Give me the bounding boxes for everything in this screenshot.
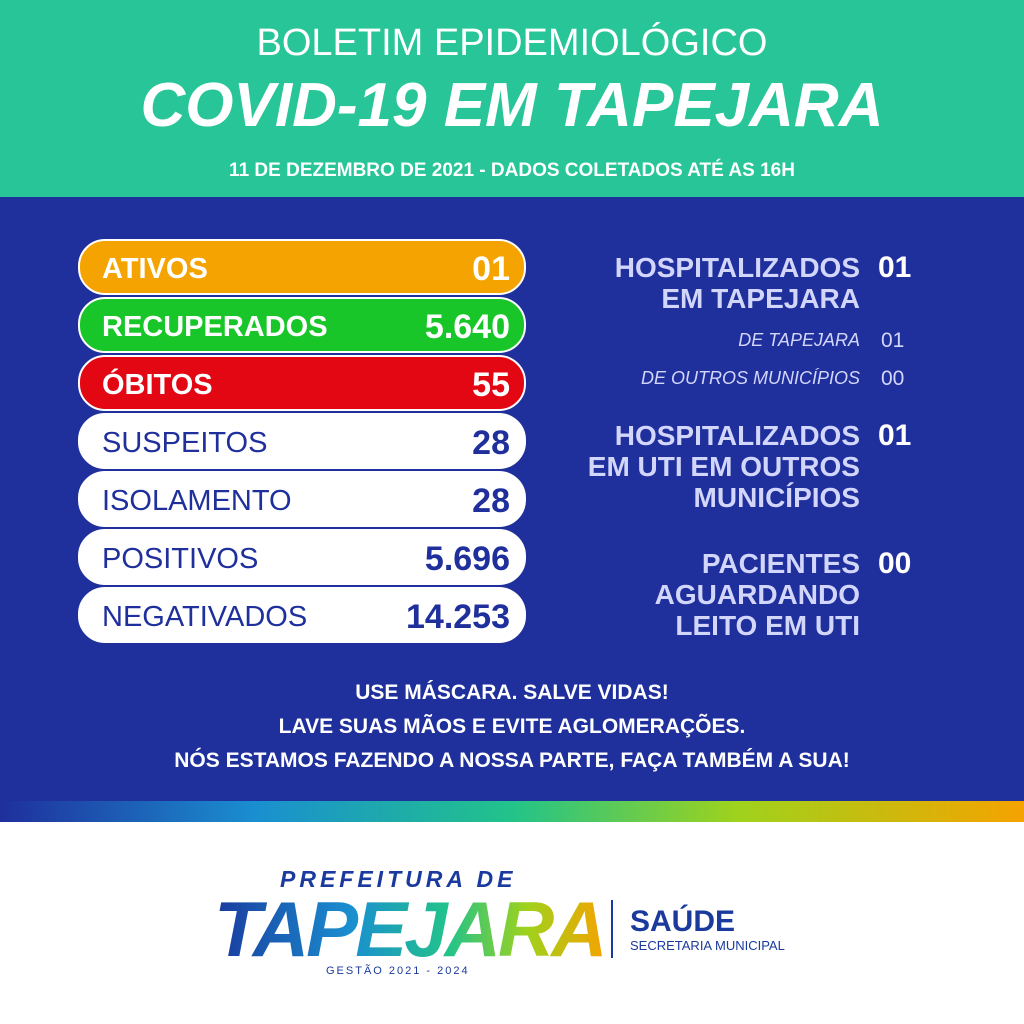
secretaria: SECRETARIA MUNICIPAL	[630, 938, 785, 953]
city-logo: TAPEJARA	[214, 885, 608, 973]
detail-label: DE TAPEJARA	[738, 330, 860, 350]
stat-label: POSITIVOS	[102, 543, 259, 575]
divider	[611, 900, 613, 958]
hospital-label: LEITO EM UTI	[675, 610, 860, 641]
stat-label: RECUPERADOS	[102, 311, 328, 343]
hospital-label: MUNICÍPIOS	[693, 482, 860, 513]
hospital-value: 01	[878, 251, 912, 284]
detail-value: 00	[881, 367, 905, 390]
stat-label: NEGATIVADOS	[102, 601, 308, 633]
stat-pill: ATIVOS 01	[78, 239, 526, 295]
message: NÓS ESTAMOS FAZENDO A NOSSA PARTE, FAÇA …	[174, 749, 850, 772]
stat-value: 28	[472, 482, 510, 520]
stat-label: ISOLAMENTO	[102, 485, 292, 517]
stat-value: 5.696	[424, 540, 510, 578]
hospital-label: HOSPITALIZADOS	[614, 420, 860, 451]
hospital-value: 01	[878, 419, 912, 452]
stat-pill: RECUPERADOS 5.640	[78, 297, 526, 353]
detail-value: 01	[881, 329, 905, 352]
stat-value: 55	[472, 366, 510, 404]
stat-label: ÓBITOS	[102, 369, 213, 401]
stat-pill: POSITIVOS 5.696	[78, 529, 526, 585]
stat-value: 14.253	[406, 598, 510, 636]
gradient-strip	[0, 801, 1024, 822]
kicker: BOLETIM EPIDEMIOLÓGICO	[256, 22, 768, 64]
message: LAVE SUAS MÃOS E EVITE AGLOMERAÇÕES.	[278, 715, 746, 738]
message: USE MÁSCARA. SALVE VIDAS!	[355, 681, 669, 704]
header-band	[0, 0, 1024, 197]
stat-label: SUSPEITOS	[102, 427, 268, 459]
department: SAÚDE	[630, 905, 736, 938]
hospital-label: PACIENTES	[701, 548, 860, 579]
title: COVID-19 EM TAPEJARA	[140, 71, 884, 140]
stat-label: ATIVOS	[102, 253, 208, 285]
stat-pill: ÓBITOS 55	[78, 355, 526, 411]
hospital-label: EM TAPEJARA	[661, 283, 860, 314]
hospital-value: 00	[878, 547, 912, 580]
stat-value: 5.640	[424, 308, 510, 346]
hospital-label: HOSPITALIZADOS	[614, 252, 860, 283]
stat-pill: NEGATIVADOS 14.253	[78, 587, 526, 643]
prefeitura: PREFEITURA DE	[280, 866, 517, 892]
stat-value: 28	[472, 424, 510, 462]
gestao: GESTÃO 2021 - 2024	[326, 965, 470, 977]
hospital-label: AGUARDANDO	[654, 579, 860, 610]
stat-pill: SUSPEITOS 28	[78, 413, 526, 469]
detail-label: DE OUTROS MUNICÍPIOS	[640, 368, 860, 388]
stat-value: 01	[472, 250, 510, 288]
stat-pill: ISOLAMENTO 28	[78, 471, 526, 527]
hospital-label: EM UTI EM OUTROS	[587, 451, 860, 482]
date: 11 DE DEZEMBRO DE 2021 - DADOS COLETADOS…	[229, 160, 795, 181]
